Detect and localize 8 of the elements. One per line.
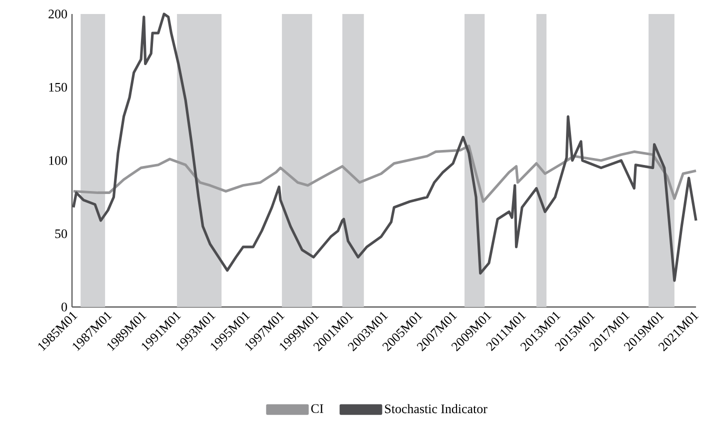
y-tick-label: 0 bbox=[62, 302, 67, 312]
legend-label: Stochastic Indicator bbox=[385, 404, 488, 414]
line-series bbox=[72, 144, 698, 203]
y-tick-label: 200 bbox=[48, 10, 67, 18]
y-tick-label: 100 bbox=[49, 156, 67, 165]
y-tick-label: 150 bbox=[49, 82, 67, 92]
legend-label: CI bbox=[311, 404, 324, 413]
y-tick-label: 50 bbox=[55, 229, 67, 238]
